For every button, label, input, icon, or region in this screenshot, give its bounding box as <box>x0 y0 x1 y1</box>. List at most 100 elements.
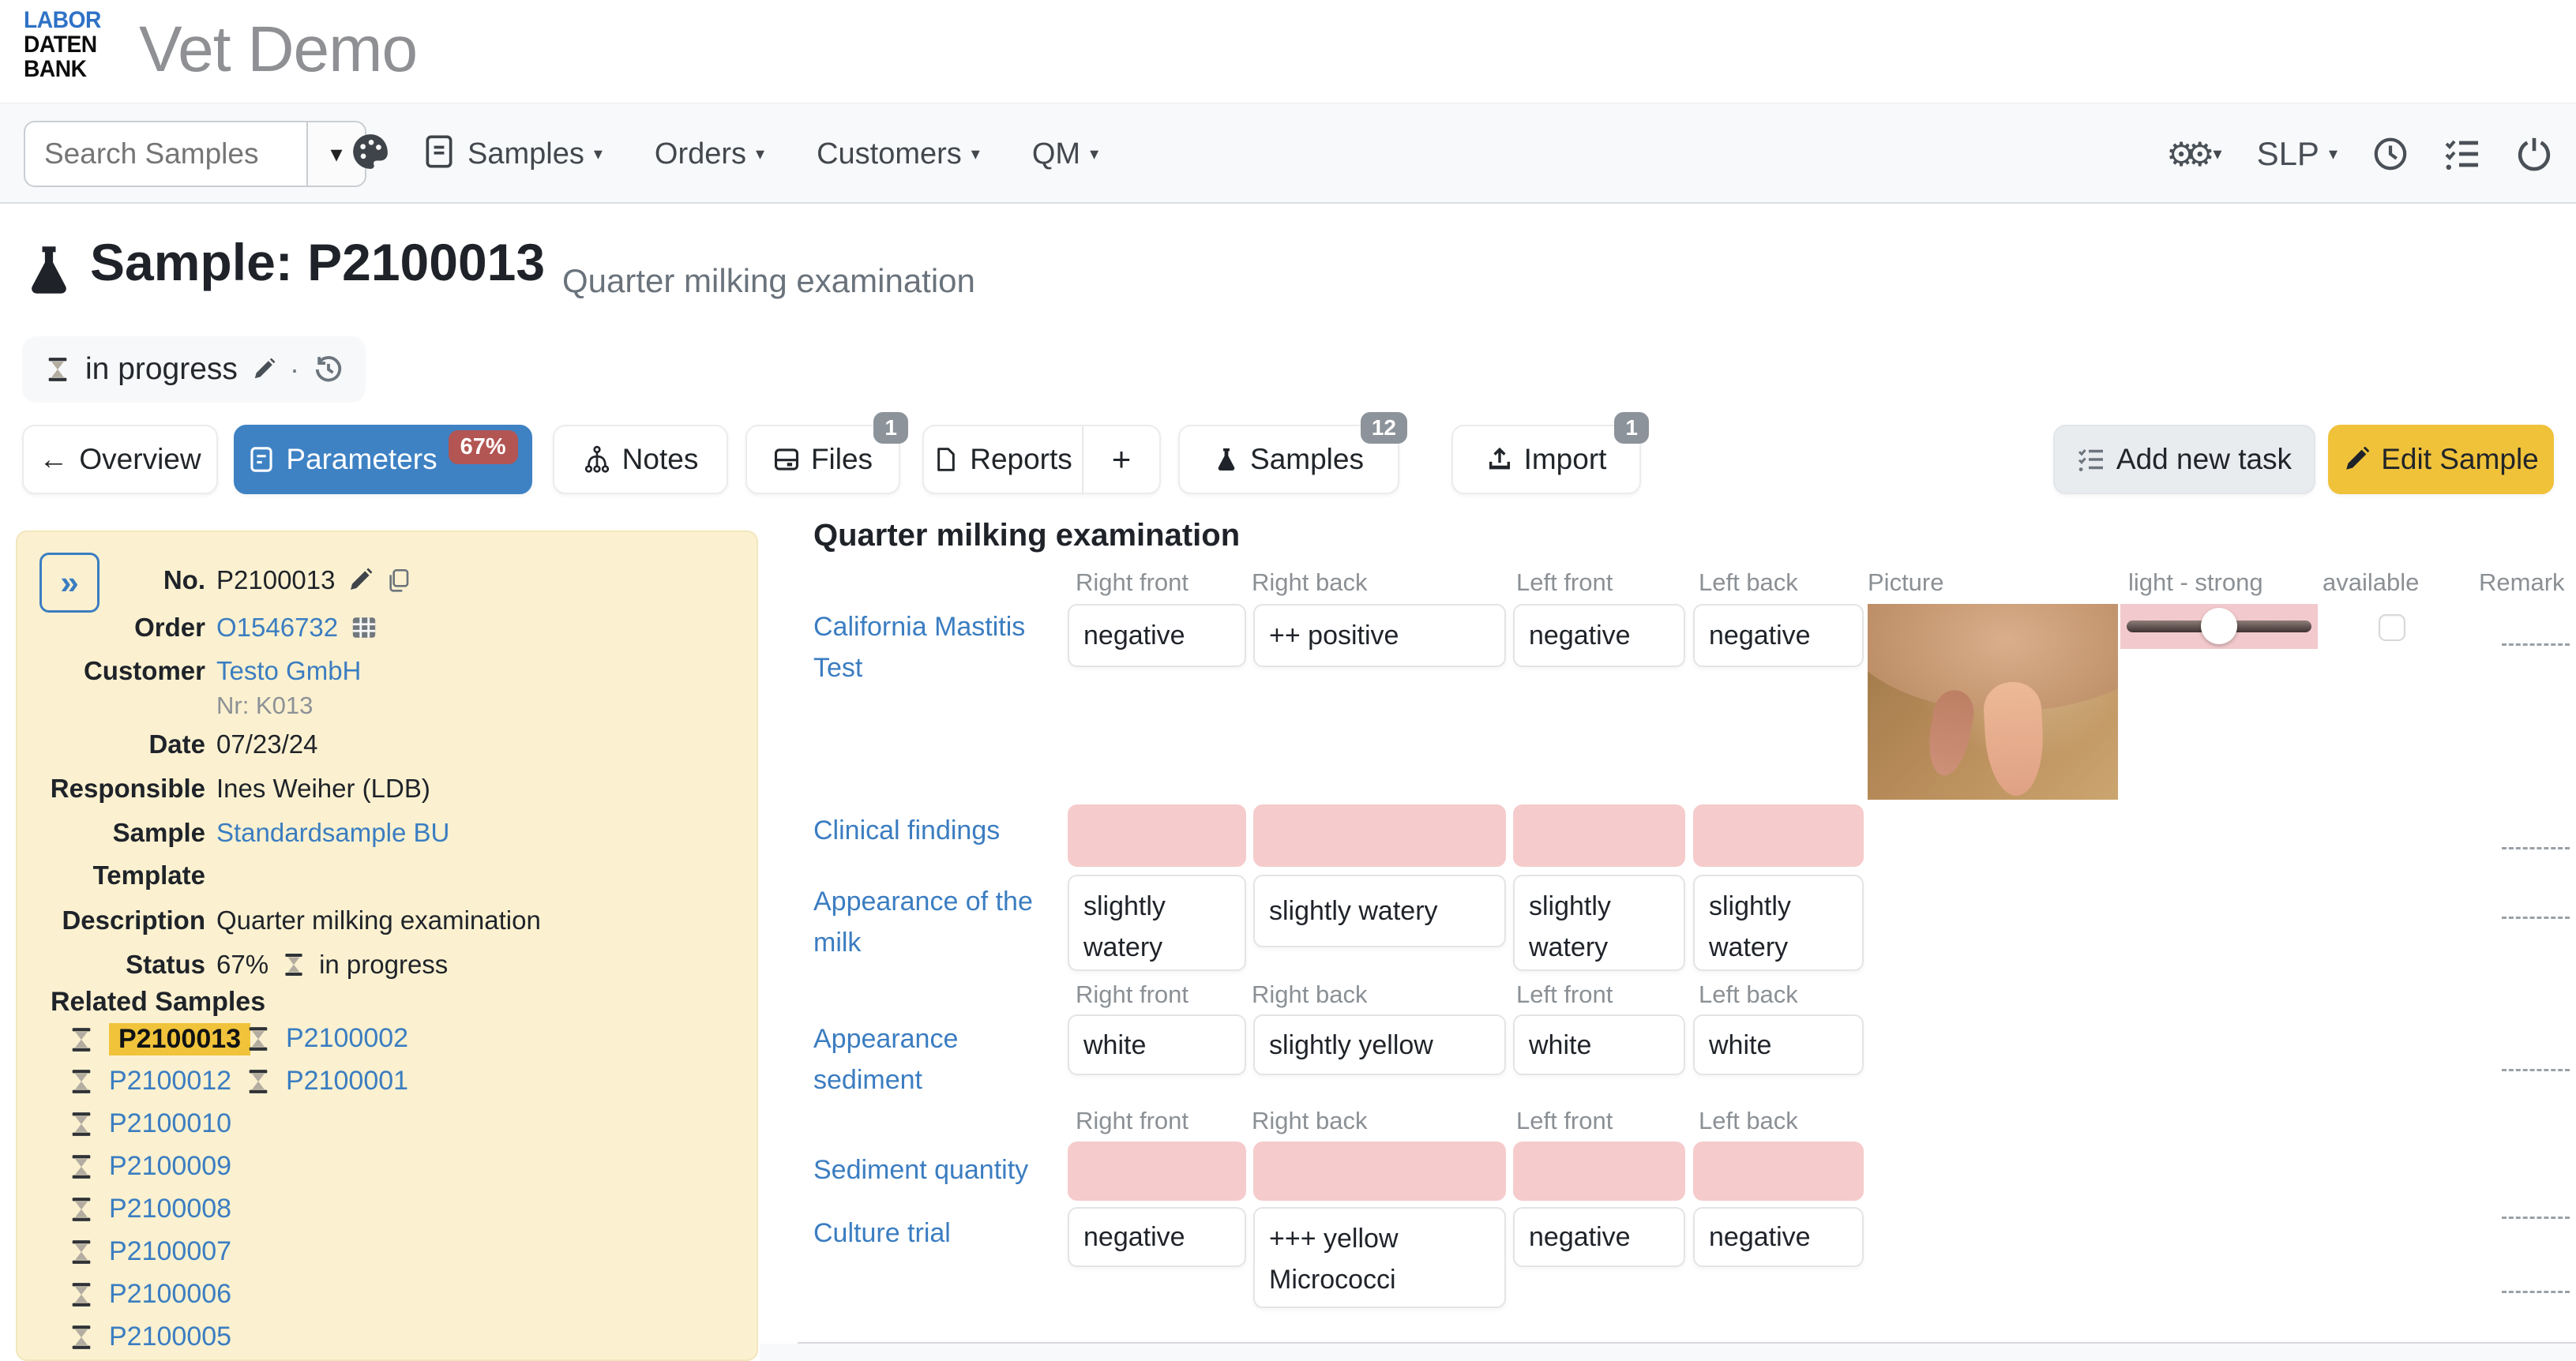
tab-samples[interactable]: Samples 12 <box>1178 412 1407 494</box>
param-link-clinical-findings[interactable]: Clinical findings <box>813 815 1001 845</box>
palette-icon[interactable] <box>351 132 390 171</box>
history-icon[interactable] <box>314 354 344 384</box>
chevrons-right-icon: » <box>60 564 79 601</box>
tasklist-icon[interactable] <box>2443 135 2481 173</box>
tab-notes[interactable]: Notes <box>553 425 728 494</box>
value-field[interactable]: white <box>1693 1014 1864 1075</box>
param-link-culture-trial[interactable]: Culture trial <box>813 1218 951 1248</box>
empty-value-field[interactable] <box>1693 1142 1864 1201</box>
remark-field[interactable] <box>2502 643 2570 646</box>
menu-qm[interactable]: QM ▾ <box>1032 137 1098 171</box>
menu-orders[interactable]: Orders ▾ <box>655 137 764 171</box>
related-sample-clipped: P2100004 <box>68 1358 231 1359</box>
search-input[interactable] <box>24 121 306 187</box>
value-field[interactable]: negative <box>1068 604 1246 667</box>
current-sample-chip[interactable]: P2100013 <box>109 1023 251 1055</box>
import-count-badge: 1 <box>1614 412 1649 444</box>
sample-link[interactable]: P2100008 <box>109 1194 232 1224</box>
menu-samples[interactable]: Samples ▾ <box>468 137 603 171</box>
customer-link[interactable]: Testo GmbH <box>216 656 362 685</box>
sample-link[interactable]: P2100010 <box>109 1108 232 1138</box>
value-field[interactable]: negative <box>1693 604 1864 667</box>
value-field[interactable]: negative <box>1513 1207 1685 1267</box>
remark-field[interactable] <box>2502 917 2570 919</box>
value-field[interactable]: negative <box>1513 604 1685 667</box>
empty-value-field[interactable] <box>1068 804 1246 867</box>
tab-overview-label: Overview <box>79 443 201 475</box>
tab-import[interactable]: Import 1 <box>1451 412 1649 494</box>
labordatenbank-logo[interactable]: LABOR DATEN BANK <box>24 8 101 81</box>
plus-icon: + <box>1111 441 1132 478</box>
menu-samples-label: Samples <box>468 137 584 171</box>
value-field[interactable]: slightly watery <box>1253 875 1506 947</box>
reports-icon <box>933 447 959 472</box>
value-field[interactable]: ++ positive <box>1253 604 1506 667</box>
sample-link[interactable]: P2100005 <box>109 1322 232 1352</box>
settings-menu[interactable]: ⚙⚙ ▾ <box>2166 135 2221 174</box>
available-checkbox[interactable] <box>2379 614 2405 641</box>
sample-link[interactable]: P2100004 <box>109 1358 231 1359</box>
param-link-cmt[interactable]: California Mastitis Test <box>813 612 1026 683</box>
sample-link[interactable]: P2100006 <box>109 1279 232 1309</box>
user-menu[interactable]: SLP ▾ <box>2257 135 2338 173</box>
remark-field[interactable] <box>2502 1217 2570 1219</box>
edit-status-icon[interactable] <box>252 358 276 381</box>
menu-customers[interactable]: Customers ▾ <box>817 137 980 171</box>
field-status-label: Status <box>126 950 205 979</box>
tab-files[interactable]: Files 1 <box>745 412 908 494</box>
value-field[interactable]: slightly watery <box>1513 875 1685 971</box>
slider-thumb[interactable] <box>2201 608 2237 644</box>
value-field[interactable]: slightly watery <box>1068 875 1246 971</box>
files-count-badge: 1 <box>873 412 908 444</box>
param-link-sediment-quantity[interactable]: Sediment quantity <box>813 1155 1029 1185</box>
sample-link[interactable]: P2100009 <box>109 1151 232 1181</box>
sample-link[interactable]: P2100012 <box>109 1066 232 1096</box>
empty-value-field[interactable] <box>1513 804 1685 867</box>
remark-field[interactable] <box>2502 1069 2570 1071</box>
main-navbar: ▾ Samples ▾ Orders ▾ Customers ▾ QM ▾ <box>0 103 2576 204</box>
value-field[interactable]: slightly watery <box>1693 875 1864 971</box>
order-link[interactable]: O1546732 <box>216 613 339 642</box>
related-samples-header: Related Samples <box>51 987 266 1017</box>
sample-link[interactable]: P2100002 <box>286 1023 409 1053</box>
document-icon[interactable] <box>422 134 456 169</box>
menu-customers-label: Customers <box>817 137 962 171</box>
edit-sample-button[interactable]: Edit Sample <box>2328 425 2554 494</box>
tab-reports[interactable]: Reports <box>924 443 1082 476</box>
sample-link[interactable]: P2100007 <box>109 1236 232 1266</box>
value-field[interactable]: slightly yellow <box>1253 1014 1506 1075</box>
progress-badge: 67% <box>448 429 518 464</box>
col-header-left-back: Left back <box>1699 980 1798 1008</box>
remark-field[interactable] <box>2502 1291 2570 1293</box>
tab-overview[interactable]: ← Overview <box>22 425 218 494</box>
value-field[interactable]: negative <box>1068 1207 1246 1267</box>
empty-value-field[interactable] <box>1513 1142 1685 1201</box>
empty-value-field[interactable] <box>1693 804 1864 867</box>
param-link-appearance-sediment[interactable]: Appearance sediment <box>813 1024 959 1095</box>
add-report-button[interactable]: + <box>1083 441 1159 478</box>
value-field[interactable]: white <box>1513 1014 1685 1075</box>
add-new-task-button[interactable]: Add new task <box>2053 425 2315 494</box>
empty-value-field[interactable] <box>1253 1142 1506 1201</box>
remark-field[interactable] <box>2502 847 2570 849</box>
edit-no-icon[interactable] <box>347 568 373 593</box>
value-field[interactable]: negative <box>1693 1207 1864 1267</box>
tab-parameters[interactable]: Parameters 67% <box>234 425 532 494</box>
sample-template-link[interactable]: Standardsample BU <box>216 818 450 847</box>
sample-link[interactable]: P2100001 <box>286 1066 409 1096</box>
nav-quick-icons <box>351 132 456 171</box>
param-link-appearance-milk[interactable]: Appearance of the milk <box>813 887 1033 958</box>
value-field[interactable]: +++ yellow Micrococci <box>1253 1207 1506 1308</box>
copy-icon[interactable] <box>385 568 411 593</box>
empty-value-field[interactable] <box>1068 1142 1246 1201</box>
value-field[interactable]: white <box>1068 1014 1246 1075</box>
pencil-icon <box>2343 446 2370 473</box>
order-table-icon[interactable] <box>351 614 377 641</box>
udder-photo-thumbnail[interactable] <box>1868 604 2118 800</box>
power-icon[interactable] <box>2516 136 2552 172</box>
clock-icon[interactable] <box>2372 136 2409 172</box>
collapse-panel-button[interactable]: » <box>39 553 100 613</box>
back-arrow-icon: ← <box>39 443 69 475</box>
empty-value-field[interactable] <box>1253 804 1506 867</box>
tab-reports-label: Reports <box>970 443 1072 475</box>
